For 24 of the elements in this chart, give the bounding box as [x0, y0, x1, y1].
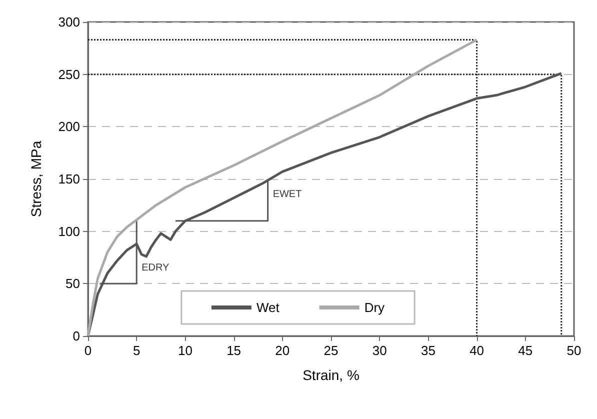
y-tick-label: 150 — [58, 172, 80, 186]
x-tick-label: 0 — [84, 343, 92, 358]
annotation: EDRY — [142, 262, 170, 274]
y-tick-label: 0 — [72, 328, 80, 344]
y-tick-label: 250 — [58, 66, 80, 82]
x-tick-label: 5 — [132, 343, 140, 358]
y-tick-label: 200 — [58, 119, 80, 134]
x-tick-label: 20 — [275, 343, 290, 358]
y-tick-label: 100 — [58, 224, 80, 239]
legend-label: Wet — [256, 300, 280, 315]
y-axis-title: Stress, MPa — [28, 140, 44, 218]
x-tick-label: 30 — [372, 343, 387, 358]
x-axis-title: Strain, % — [302, 367, 360, 383]
x-tick-label: 35 — [420, 343, 436, 358]
x-tick-label: 45 — [518, 343, 533, 358]
y-tick-label: 50 — [66, 276, 80, 292]
x-tick-label: 50 — [566, 343, 582, 358]
x-tick-label: 10 — [178, 343, 192, 358]
x-tick-label: 25 — [324, 343, 338, 358]
x-tick-label: 40 — [470, 343, 484, 358]
legend-label: Dry — [364, 300, 386, 315]
annotation: EWET — [272, 189, 302, 200]
x-tick-label: 15 — [226, 343, 242, 358]
y-tick-label: 300 — [58, 14, 80, 30]
